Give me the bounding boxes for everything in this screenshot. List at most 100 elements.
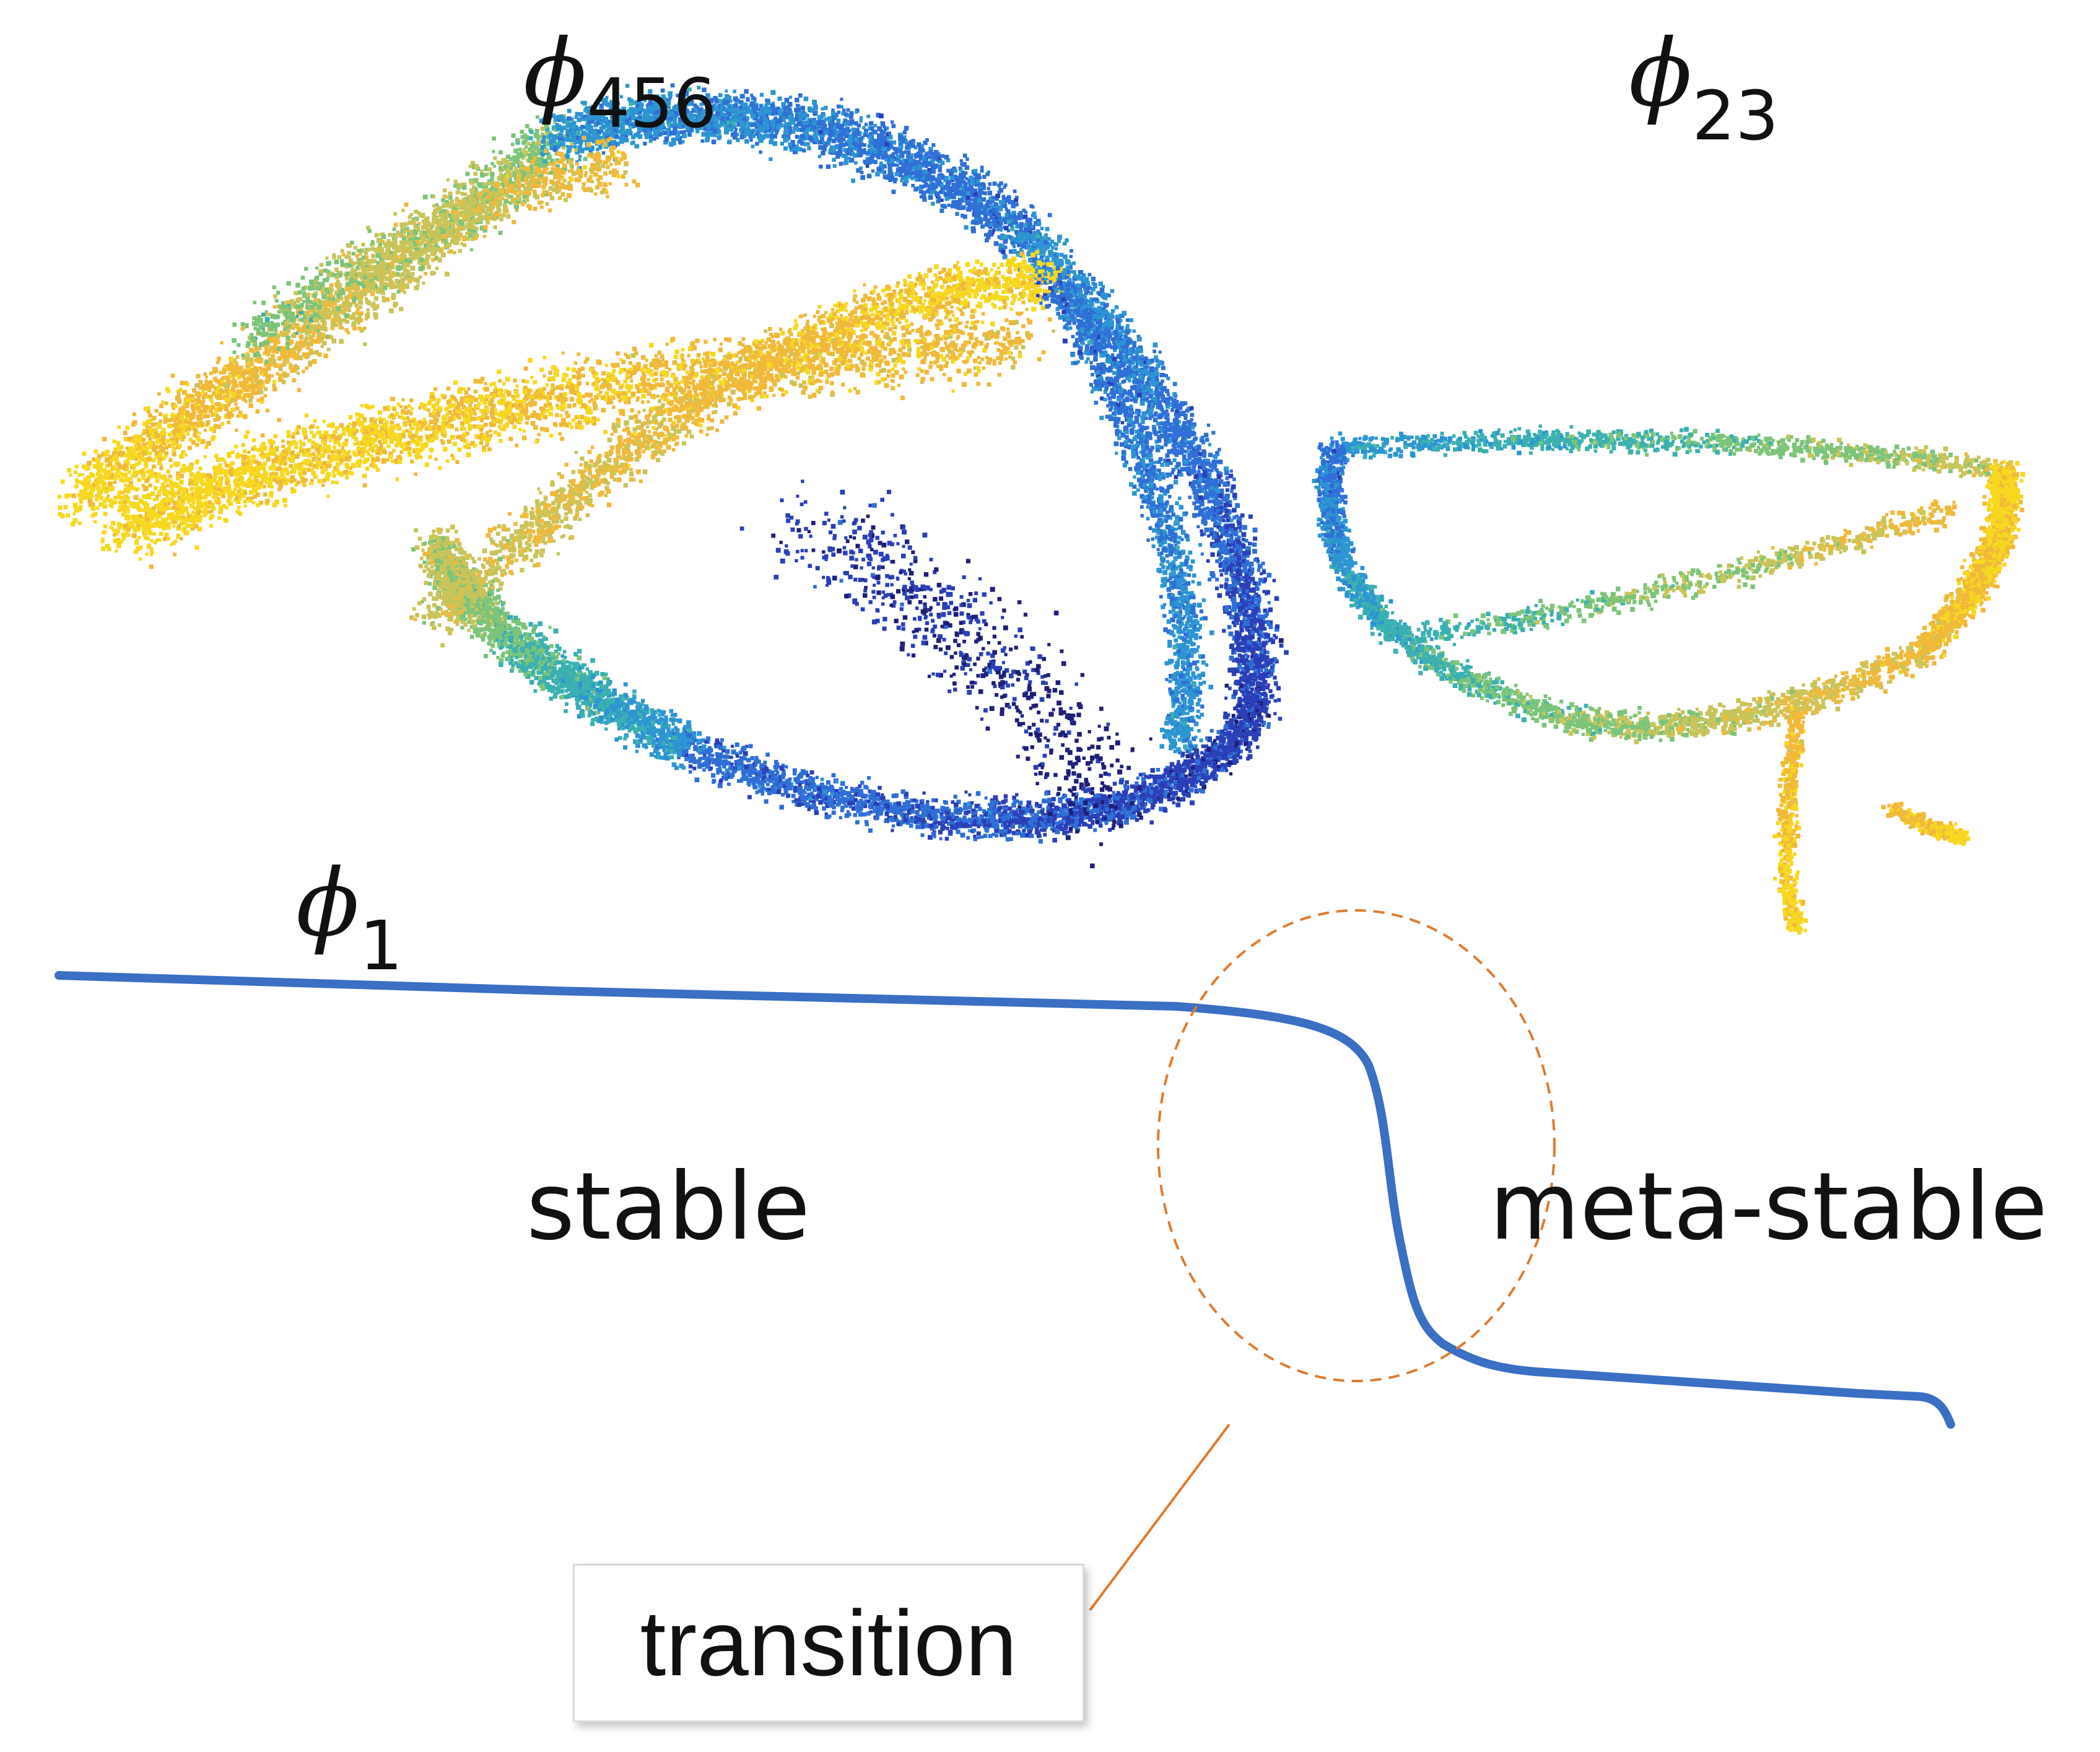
- phi456-point: [798, 116, 803, 121]
- phi456-point: [177, 412, 181, 417]
- phi456-point: [331, 304, 334, 307]
- phi456-point: [152, 464, 156, 469]
- phi456-point: [217, 402, 221, 406]
- phi456-point: [889, 177, 893, 181]
- phi456-point: [71, 494, 76, 499]
- phi456-point: [266, 380, 269, 384]
- phi456-point: [988, 196, 992, 200]
- phi456-point: [196, 374, 200, 378]
- phi456-point: [790, 120, 793, 124]
- phi456-point: [819, 115, 824, 119]
- phi456-point: [449, 250, 453, 254]
- phi456-point: [456, 191, 460, 194]
- phi456-point: [331, 339, 336, 344]
- phi456-point: [344, 301, 349, 306]
- phi456-point: [317, 323, 320, 326]
- phi456-point: [108, 462, 112, 466]
- phi456-point: [166, 469, 170, 474]
- phi456-point: [955, 206, 959, 209]
- phi456-point: [230, 394, 235, 398]
- phi456-point: [720, 105, 724, 109]
- phi456-point: [407, 271, 411, 274]
- phi456-point: [134, 444, 138, 448]
- phi456-point: [462, 185, 467, 190]
- phi456-point: [186, 383, 190, 386]
- phi456-point: [261, 372, 264, 375]
- phi456-point: [78, 473, 82, 477]
- phi456-point: [836, 119, 840, 123]
- phi456-point: [356, 307, 360, 311]
- phi456-point: [165, 451, 168, 455]
- phi456-point: [511, 133, 515, 137]
- phi456-point: [354, 319, 358, 323]
- phi456-point: [515, 138, 520, 143]
- phi456-point: [875, 172, 880, 177]
- phi456-point: [473, 172, 477, 176]
- phi456-point: [100, 475, 104, 479]
- phi456-point: [90, 506, 95, 511]
- phi456-point: [989, 223, 993, 227]
- phi456-point: [365, 314, 370, 319]
- phi456-point: [157, 392, 161, 396]
- phi456-point: [74, 484, 79, 489]
- phi456-point: [297, 388, 302, 393]
- phi456-point: [963, 214, 967, 219]
- phi456-point: [276, 339, 279, 342]
- phi456-point: [291, 334, 295, 338]
- phi456-point: [204, 381, 209, 386]
- phi456-point: [399, 240, 403, 244]
- phi456-point: [733, 131, 737, 135]
- phi456-point: [240, 371, 245, 375]
- phi456-point: [78, 521, 82, 525]
- phi456-point: [873, 130, 878, 134]
- phi456-point: [198, 432, 201, 435]
- phi456-point: [58, 495, 61, 499]
- phi456-point: [131, 454, 135, 458]
- phi456-point: [160, 448, 165, 452]
- phi456-point: [245, 355, 250, 360]
- phi456-point: [884, 142, 889, 147]
- phi456-point: [726, 121, 730, 124]
- phi456-scatter-cloud: [58, 84, 1289, 868]
- phi456-point: [58, 505, 62, 510]
- phi456-point: [205, 375, 208, 378]
- phi456-point: [448, 191, 453, 196]
- phi456-point: [206, 385, 210, 389]
- phi456-point: [178, 443, 182, 448]
- phi456-point: [159, 466, 163, 470]
- phi456-point: [220, 341, 223, 344]
- phi456-point: [812, 126, 816, 130]
- phi456-point: [269, 339, 273, 343]
- phi456-point: [845, 135, 849, 139]
- phi456-point: [123, 431, 128, 435]
- phi456-point: [541, 139, 546, 144]
- phi456-point: [224, 404, 229, 408]
- phi456-point: [973, 198, 977, 203]
- phi456-point: [272, 384, 276, 388]
- phi456-point: [238, 381, 242, 385]
- phi456-point: [1001, 244, 1005, 248]
- phi456-point: [531, 141, 534, 144]
- phi456-point: [230, 413, 235, 417]
- phi456-point: [940, 154, 944, 158]
- phi456-point: [292, 378, 296, 383]
- phi456-point: [276, 334, 280, 339]
- phi456-point: [360, 292, 365, 297]
- phi456-point: [499, 150, 503, 155]
- phi456-point: [435, 267, 438, 270]
- phi456-point: [250, 357, 253, 361]
- phi456-point: [299, 342, 304, 347]
- phi456-point: [933, 163, 938, 168]
- phi456-point: [83, 477, 86, 481]
- phi456-point: [801, 125, 804, 129]
- phi456-point: [1014, 198, 1018, 203]
- phi456-point: [294, 367, 297, 370]
- phi456-point: [855, 111, 858, 114]
- phi456-point: [264, 347, 268, 351]
- phi456-point: [1017, 212, 1021, 216]
- phi456-point: [163, 421, 167, 424]
- phi456-point: [131, 464, 134, 468]
- phi456-point: [940, 160, 944, 165]
- phi456-point: [848, 141, 853, 146]
- phi456-point: [209, 372, 213, 375]
